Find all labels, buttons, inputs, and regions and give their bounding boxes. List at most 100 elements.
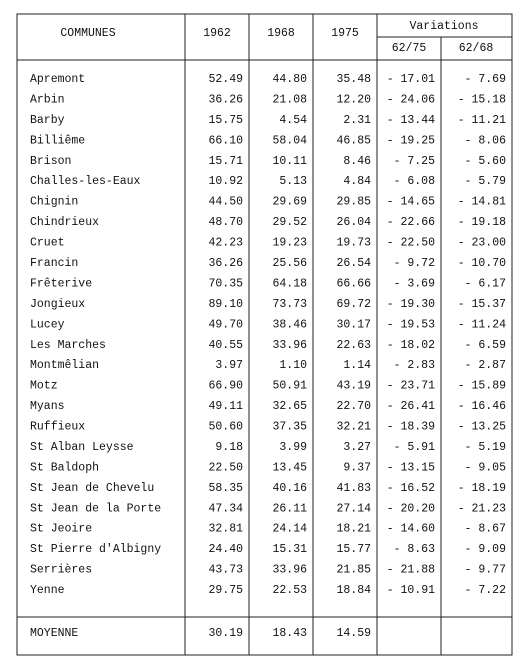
- commune-name: St Jeoire: [30, 523, 92, 536]
- commune-name: Arbin: [30, 93, 65, 106]
- value-1975: 4.84: [343, 175, 371, 188]
- value-1975: 69.72: [336, 298, 371, 311]
- value-1962: 9.18: [215, 441, 243, 454]
- variation-62-75: - 13.44: [387, 114, 435, 127]
- variation-62-68: - 13.25: [458, 421, 506, 434]
- value-1962: 48.70: [208, 216, 243, 229]
- value-1962: 3.97: [215, 359, 243, 372]
- value-1975: 8.46: [343, 155, 371, 168]
- commune-name: St Jean de la Porte: [30, 502, 161, 515]
- variation-62-75: - 18.39: [387, 421, 435, 434]
- header-variations: Variations: [409, 20, 478, 33]
- value-1968: 26.11: [272, 502, 307, 515]
- value-1962: 49.70: [208, 318, 243, 331]
- value-1968: 19.23: [272, 237, 307, 250]
- variation-62-68: - 10.70: [458, 257, 506, 270]
- value-1975: 66.66: [336, 277, 371, 290]
- value-1962: 42.23: [208, 237, 243, 250]
- variation-62-75: - 19.53: [387, 318, 435, 331]
- commune-name: Cruet: [30, 237, 65, 250]
- value-1968: 32.65: [272, 400, 307, 413]
- variation-62-68: - 5.60: [465, 155, 507, 168]
- variation-62-75: - 21.88: [387, 564, 435, 577]
- header-communes: COMMUNES: [60, 27, 115, 40]
- variation-62-68: - 14.81: [458, 196, 506, 209]
- value-1975: 2.31: [343, 114, 371, 127]
- value-1975: 27.14: [336, 502, 371, 515]
- variation-62-75: - 8.63: [394, 543, 436, 556]
- value-1968: 3.99: [279, 441, 307, 454]
- value-1975: 26.54: [336, 257, 371, 270]
- value-1962: 66.90: [208, 380, 243, 393]
- value-1962: 15.75: [208, 114, 243, 127]
- value-1968: 25.56: [272, 257, 307, 270]
- commune-name: Serrières: [30, 564, 92, 577]
- value-1962: 36.26: [208, 93, 243, 106]
- variation-62-68: - 18.19: [458, 482, 506, 495]
- value-1975: 15.77: [336, 543, 371, 556]
- variation-62-75: - 20.20: [387, 502, 435, 515]
- variation-62-75: - 7.25: [394, 155, 436, 168]
- value-1975: 9.37: [343, 461, 371, 474]
- value-1968: 33.96: [272, 564, 307, 577]
- value-1962: 15.71: [208, 155, 243, 168]
- value-1962: 50.60: [208, 421, 243, 434]
- variation-62-75: - 19.25: [387, 134, 435, 147]
- commune-name: Francin: [30, 257, 78, 270]
- value-1962: 66.10: [208, 134, 243, 147]
- value-1962: 36.26: [208, 257, 243, 270]
- value-1968: 18.43: [272, 627, 307, 640]
- variation-62-75: - 13.15: [387, 461, 435, 474]
- commune-name: Apremont: [30, 73, 85, 86]
- variation-62-75: - 14.60: [387, 523, 435, 536]
- value-1962: 52.49: [208, 73, 243, 86]
- commune-name: Challes-les-Eaux: [30, 175, 141, 188]
- header-period: 62/68: [459, 42, 494, 55]
- variation-62-68: - 8.67: [465, 523, 506, 536]
- variation-62-75: - 10.91: [387, 584, 435, 597]
- value-1968: 29.69: [272, 196, 307, 209]
- value-1968: 21.08: [272, 93, 307, 106]
- value-1962: 47.34: [208, 502, 243, 515]
- variation-62-75: - 22.66: [387, 216, 435, 229]
- value-1975: 19.73: [336, 237, 371, 250]
- commune-name: Frêterive: [30, 277, 92, 290]
- commune-name: Myans: [30, 400, 65, 413]
- value-1975: 43.19: [336, 380, 371, 393]
- value-1968: 15.31: [272, 543, 307, 556]
- variation-62-75: - 23.71: [387, 380, 435, 393]
- value-1968: 38.46: [272, 318, 307, 331]
- variation-62-68: - 2.87: [465, 359, 506, 372]
- value-1962: 10.92: [208, 175, 243, 188]
- variation-62-68: - 15.37: [458, 298, 506, 311]
- variation-62-68: - 5.79: [465, 175, 507, 188]
- variation-62-68: - 16.46: [458, 400, 506, 413]
- variation-62-68: - 11.24: [458, 318, 506, 331]
- value-1968: 24.14: [272, 523, 307, 536]
- variation-62-68: - 7.22: [465, 584, 507, 597]
- commune-name: Billiême: [30, 134, 85, 147]
- variation-62-68: - 7.69: [465, 73, 507, 86]
- variation-62-68: - 21.23: [458, 502, 506, 515]
- value-1968: 33.96: [272, 339, 307, 352]
- commune-name: Montmêlian: [30, 359, 99, 372]
- variation-62-75: - 18.02: [387, 339, 435, 352]
- variation-62-68: - 5.19: [465, 441, 507, 454]
- value-1975: 29.85: [336, 196, 371, 209]
- value-1962: 89.10: [208, 298, 243, 311]
- value-1968: 5.13: [279, 175, 307, 188]
- variation-62-75: - 6.08: [394, 175, 436, 188]
- commune-name: Barby: [30, 114, 65, 127]
- value-1968: 4.54: [279, 114, 307, 127]
- commune-name: Ruffieux: [30, 421, 85, 434]
- variation-62-75: - 5.91: [394, 441, 436, 454]
- value-1975: 22.63: [336, 339, 371, 352]
- variation-62-68: - 11.21: [458, 114, 506, 127]
- value-1968: 44.80: [272, 73, 307, 86]
- value-1975: 18.21: [336, 523, 371, 536]
- value-1962: 49.11: [208, 400, 243, 413]
- variation-62-75: - 9.72: [394, 257, 436, 270]
- variation-62-75: - 24.06: [387, 93, 435, 106]
- variation-62-68: - 15.89: [458, 380, 506, 393]
